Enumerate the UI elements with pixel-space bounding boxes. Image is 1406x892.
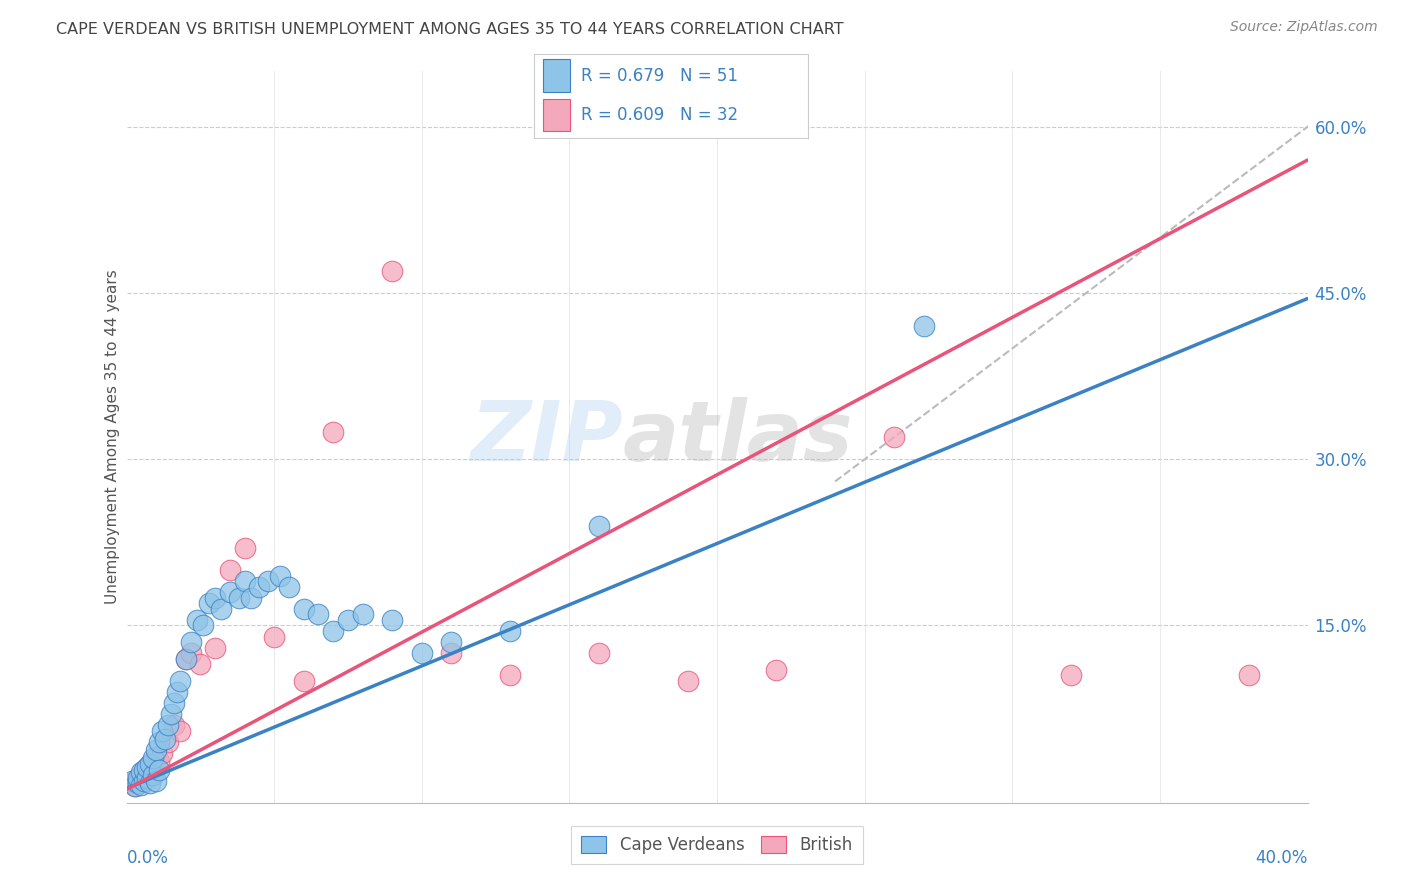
Point xyxy=(121,776,143,790)
Point xyxy=(180,635,202,649)
Text: R = 0.609   N = 32: R = 0.609 N = 32 xyxy=(581,106,738,124)
Point xyxy=(269,568,291,582)
Point xyxy=(136,768,159,782)
Point xyxy=(883,430,905,444)
Bar xyxy=(543,99,569,131)
Point xyxy=(322,425,344,439)
Point xyxy=(263,630,285,644)
Text: CAPE VERDEAN VS BRITISH UNEMPLOYMENT AMONG AGES 35 TO 44 YEARS CORRELATION CHART: CAPE VERDEAN VS BRITISH UNEMPLOYMENT AMO… xyxy=(56,22,844,37)
Point xyxy=(150,723,173,738)
Point xyxy=(588,646,610,660)
Point xyxy=(180,646,202,660)
Point xyxy=(278,580,301,594)
Point xyxy=(134,773,156,788)
Text: 40.0%: 40.0% xyxy=(1256,849,1308,867)
Point xyxy=(676,673,699,688)
Bar xyxy=(543,60,569,92)
Point xyxy=(186,613,208,627)
Point xyxy=(198,596,221,610)
Point xyxy=(233,574,256,589)
Point xyxy=(163,696,186,710)
Point xyxy=(129,778,153,792)
Point xyxy=(193,618,215,632)
Point xyxy=(499,624,522,638)
Point xyxy=(588,518,610,533)
Point xyxy=(204,591,226,605)
Point xyxy=(499,668,522,682)
Point xyxy=(156,718,179,732)
Point xyxy=(129,773,153,788)
Point xyxy=(169,673,191,688)
Text: ZIP: ZIP xyxy=(470,397,623,477)
Point xyxy=(145,742,167,756)
Point xyxy=(219,563,242,577)
Point xyxy=(153,731,176,746)
Point xyxy=(134,764,156,779)
Point xyxy=(307,607,329,622)
Point xyxy=(209,602,232,616)
Point xyxy=(912,319,935,334)
Point xyxy=(233,541,256,555)
Point xyxy=(159,707,183,722)
Point xyxy=(127,772,149,786)
Point xyxy=(136,760,159,774)
Point xyxy=(124,779,146,793)
Point xyxy=(352,607,374,622)
Point xyxy=(322,624,344,638)
Point xyxy=(139,757,162,772)
Point xyxy=(292,673,315,688)
Point xyxy=(148,763,170,777)
Point xyxy=(381,264,404,278)
Point xyxy=(139,757,162,772)
Point xyxy=(124,779,146,793)
Point xyxy=(1237,668,1260,682)
Point xyxy=(228,591,250,605)
Point xyxy=(765,663,787,677)
Point xyxy=(381,613,404,627)
Point xyxy=(163,718,186,732)
Point xyxy=(411,646,433,660)
Point xyxy=(136,772,159,786)
Point xyxy=(219,585,242,599)
Point xyxy=(440,646,463,660)
Text: R = 0.679   N = 51: R = 0.679 N = 51 xyxy=(581,67,738,85)
Point xyxy=(247,580,270,594)
Point xyxy=(142,751,165,765)
Point xyxy=(1060,668,1083,682)
Text: atlas: atlas xyxy=(623,397,853,477)
Point xyxy=(121,773,143,788)
Point xyxy=(239,591,262,605)
Point xyxy=(127,772,149,786)
Point xyxy=(139,776,162,790)
Point xyxy=(129,764,153,779)
Text: Source: ZipAtlas.com: Source: ZipAtlas.com xyxy=(1230,20,1378,34)
Point xyxy=(150,746,173,760)
Point xyxy=(174,651,197,665)
Point xyxy=(292,602,315,616)
Point xyxy=(337,613,360,627)
Point xyxy=(257,574,280,589)
Point xyxy=(142,760,165,774)
Point xyxy=(134,763,156,777)
Point xyxy=(148,754,170,768)
Point xyxy=(204,640,226,655)
Point xyxy=(142,768,165,782)
Point xyxy=(145,751,167,765)
Point xyxy=(169,723,191,738)
Point xyxy=(148,735,170,749)
Point xyxy=(440,635,463,649)
Text: 0.0%: 0.0% xyxy=(127,849,169,867)
Point xyxy=(145,773,167,788)
Point xyxy=(166,685,188,699)
Y-axis label: Unemployment Among Ages 35 to 44 years: Unemployment Among Ages 35 to 44 years xyxy=(105,269,120,605)
Point xyxy=(174,651,197,665)
Point xyxy=(127,776,149,790)
Point xyxy=(188,657,211,672)
Point xyxy=(156,735,179,749)
Legend: Cape Verdeans, British: Cape Verdeans, British xyxy=(571,826,863,864)
